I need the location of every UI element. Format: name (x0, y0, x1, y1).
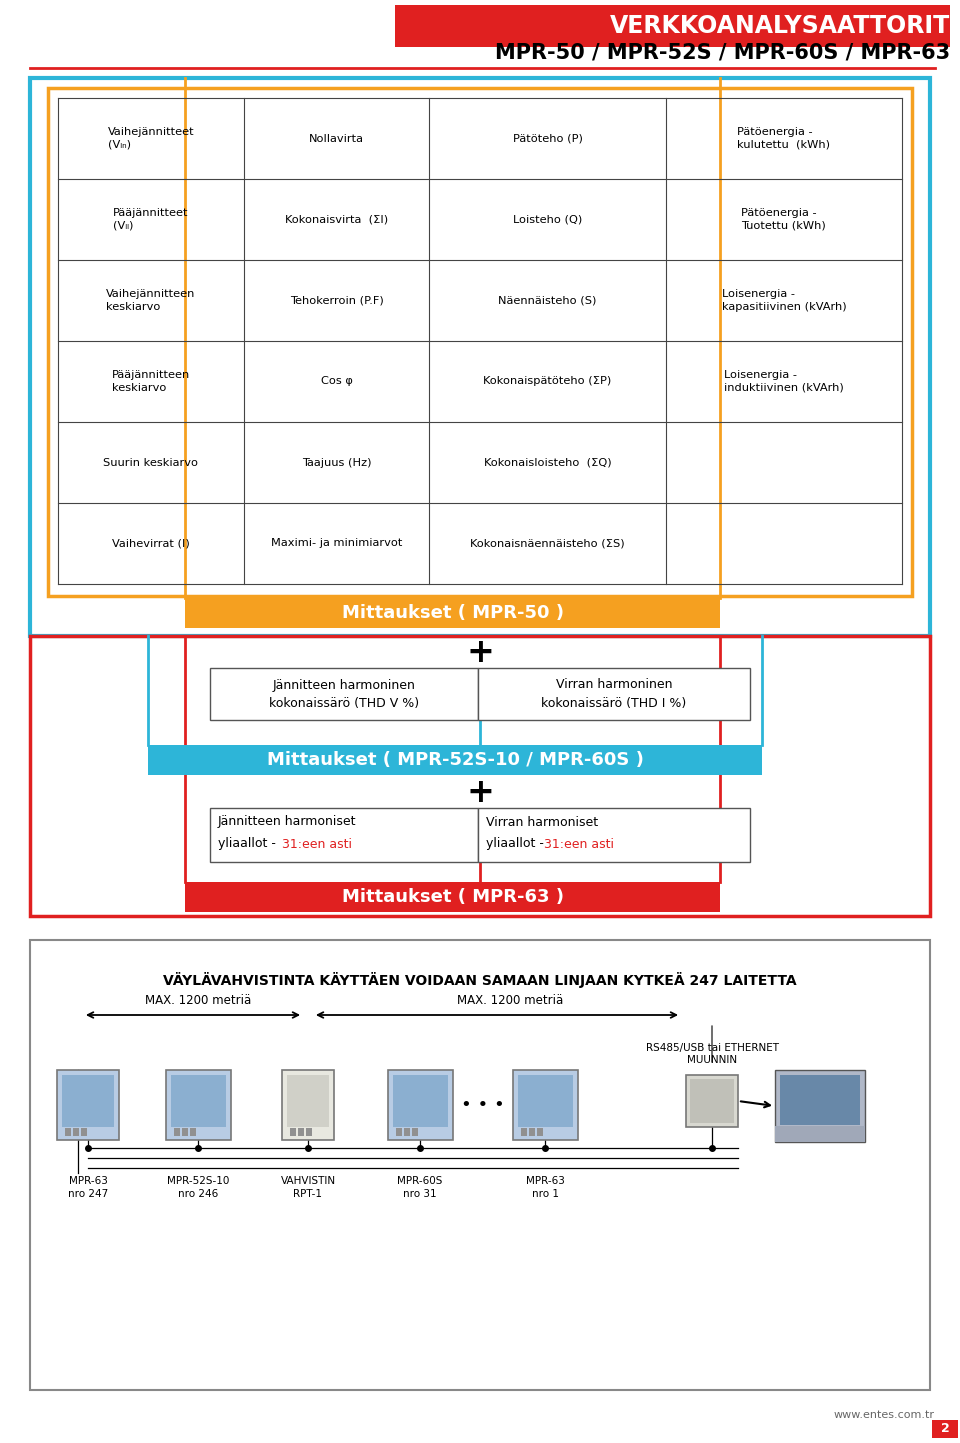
Text: • • •: • • • (461, 1097, 504, 1114)
FancyBboxPatch shape (478, 668, 750, 720)
Text: Pääjännitteet
(Vₗₗ): Pääjännitteet (Vₗₗ) (113, 208, 188, 231)
Text: Loisenergia -
induktiivinen (kVArh): Loisenergia - induktiivinen (kVArh) (724, 369, 844, 392)
Text: MPR-63
nro 247: MPR-63 nro 247 (68, 1176, 108, 1199)
Text: Mittaukset ( MPR-50 ): Mittaukset ( MPR-50 ) (342, 605, 564, 622)
Text: 31:een asti: 31:een asti (282, 837, 352, 850)
FancyBboxPatch shape (165, 1071, 230, 1140)
FancyBboxPatch shape (287, 1075, 329, 1127)
Text: www.entes.com.tr: www.entes.com.tr (834, 1410, 935, 1420)
Text: VAHVISTIN
RPT-1: VAHVISTIN RPT-1 (280, 1176, 336, 1199)
FancyBboxPatch shape (57, 1071, 119, 1140)
Text: VÄYLÄVAHVISTINTA KÄYTTÄEN VOIDAAN SAMAAN LINJAAN KYTKEÄ 247 LAITETTA: VÄYLÄVAHVISTINTA KÄYTTÄEN VOIDAAN SAMAAN… (163, 973, 797, 988)
FancyBboxPatch shape (210, 668, 478, 720)
FancyBboxPatch shape (185, 597, 720, 628)
FancyBboxPatch shape (290, 1128, 296, 1136)
FancyBboxPatch shape (81, 1128, 87, 1136)
Text: 31:een asti: 31:een asti (544, 837, 614, 850)
Text: Mittaukset ( MPR-63 ): Mittaukset ( MPR-63 ) (342, 887, 564, 906)
Text: Tehokerroin (P.F): Tehokerroin (P.F) (290, 296, 383, 306)
Text: Kokonaispätöteho (ΣP): Kokonaispätöteho (ΣP) (484, 377, 612, 387)
Text: Jännitteen harmoniset: Jännitteen harmoniset (218, 815, 356, 828)
Text: MPR-60S
nro 31: MPR-60S nro 31 (397, 1176, 443, 1199)
FancyBboxPatch shape (62, 1075, 114, 1127)
Text: MAX. 1200 metriä: MAX. 1200 metriä (145, 994, 252, 1007)
FancyBboxPatch shape (298, 1128, 304, 1136)
Text: Nollavirta: Nollavirta (309, 134, 364, 143)
Text: Näennäisteho (S): Näennäisteho (S) (498, 296, 597, 306)
Text: MPR-52S-10
nro 246: MPR-52S-10 nro 246 (167, 1176, 229, 1199)
FancyBboxPatch shape (189, 1128, 196, 1136)
FancyBboxPatch shape (396, 1128, 401, 1136)
Text: Kokonaisloisteho  (ΣQ): Kokonaisloisteho (ΣQ) (484, 457, 612, 468)
FancyBboxPatch shape (513, 1071, 578, 1140)
FancyBboxPatch shape (171, 1075, 226, 1127)
FancyBboxPatch shape (775, 1071, 865, 1141)
FancyBboxPatch shape (686, 1075, 738, 1127)
FancyBboxPatch shape (210, 808, 478, 861)
Text: Pääjännitteen
keskiarvo: Pääjännitteen keskiarvo (111, 369, 190, 392)
Text: Pätöenergia -
kulutettu  (kWh): Pätöenergia - kulutettu (kWh) (737, 127, 830, 150)
FancyBboxPatch shape (412, 1128, 418, 1136)
FancyBboxPatch shape (148, 745, 762, 775)
Text: VERKKOANALYSAATTORIT: VERKKOANALYSAATTORIT (610, 14, 950, 38)
FancyBboxPatch shape (478, 808, 750, 861)
FancyBboxPatch shape (30, 78, 930, 636)
FancyBboxPatch shape (181, 1128, 187, 1136)
FancyBboxPatch shape (306, 1128, 312, 1136)
FancyBboxPatch shape (780, 1075, 860, 1126)
Text: Jännitteen harmoninen
kokonaissärö (THD V %): Jännitteen harmoninen kokonaissärö (THD … (269, 678, 420, 710)
FancyBboxPatch shape (537, 1128, 542, 1136)
FancyBboxPatch shape (775, 1126, 865, 1141)
FancyBboxPatch shape (393, 1075, 447, 1127)
Text: Vaihejännitteet
(Vₗₙ): Vaihejännitteet (Vₗₙ) (108, 127, 194, 150)
FancyBboxPatch shape (690, 1079, 734, 1123)
Text: yliaallot -: yliaallot - (218, 837, 280, 850)
Text: MPR-50 / MPR-52S / MPR-60S / MPR-63: MPR-50 / MPR-52S / MPR-60S / MPR-63 (494, 42, 950, 62)
Text: Kokonaisnäennäisteho (ΣS): Kokonaisnäennäisteho (ΣS) (470, 538, 625, 548)
FancyBboxPatch shape (932, 1420, 958, 1439)
Text: Mittaukset ( MPR-52S-10 / MPR-60S ): Mittaukset ( MPR-52S-10 / MPR-60S ) (267, 750, 643, 769)
FancyBboxPatch shape (517, 1075, 572, 1127)
FancyBboxPatch shape (529, 1128, 535, 1136)
FancyBboxPatch shape (30, 939, 930, 1390)
Text: Loisenergia -
kapasitiivinen (kVArh): Loisenergia - kapasitiivinen (kVArh) (722, 289, 846, 312)
FancyBboxPatch shape (73, 1128, 79, 1136)
Text: Loisteho (Q): Loisteho (Q) (513, 215, 582, 225)
Text: Vaihejännitteen
keskiarvo: Vaihejännitteen keskiarvo (107, 289, 196, 312)
FancyBboxPatch shape (174, 1128, 180, 1136)
Text: 2: 2 (941, 1423, 949, 1436)
Text: +: + (466, 635, 494, 668)
FancyBboxPatch shape (395, 4, 950, 48)
FancyBboxPatch shape (185, 882, 720, 912)
Text: MPR-63
nro 1: MPR-63 nro 1 (525, 1176, 564, 1199)
FancyBboxPatch shape (388, 1071, 452, 1140)
FancyBboxPatch shape (282, 1071, 334, 1140)
Text: Cos φ: Cos φ (321, 377, 352, 387)
Text: yliaallot -: yliaallot - (486, 837, 548, 850)
Text: Taajuus (Hz): Taajuus (Hz) (301, 457, 372, 468)
Text: Pätöteho (P): Pätöteho (P) (513, 134, 583, 143)
Text: MAX. 1200 metriä: MAX. 1200 metriä (457, 994, 564, 1007)
Text: Virran harmoninen
kokonaissärö (THD I %): Virran harmoninen kokonaissärö (THD I %) (541, 678, 686, 710)
FancyBboxPatch shape (403, 1128, 410, 1136)
FancyBboxPatch shape (520, 1128, 526, 1136)
Text: Virran harmoniset: Virran harmoniset (486, 815, 598, 828)
FancyBboxPatch shape (48, 88, 912, 596)
Text: Maximi- ja minimiarvot: Maximi- ja minimiarvot (271, 538, 402, 548)
Text: RS485/USB tai ETHERNET
MUUNNIN: RS485/USB tai ETHERNET MUUNNIN (645, 1043, 779, 1065)
Text: Kokonaisvirta  (ΣI): Kokonaisvirta (ΣI) (285, 215, 388, 225)
Text: +: + (466, 775, 494, 808)
Text: Vaihevirrat (I): Vaihevirrat (I) (112, 538, 190, 548)
FancyBboxPatch shape (65, 1128, 71, 1136)
Text: Pätöenergia -
Tuotettu (kWh): Pätöenergia - Tuotettu (kWh) (741, 208, 827, 231)
Text: Suurin keskiarvo: Suurin keskiarvo (104, 457, 199, 468)
